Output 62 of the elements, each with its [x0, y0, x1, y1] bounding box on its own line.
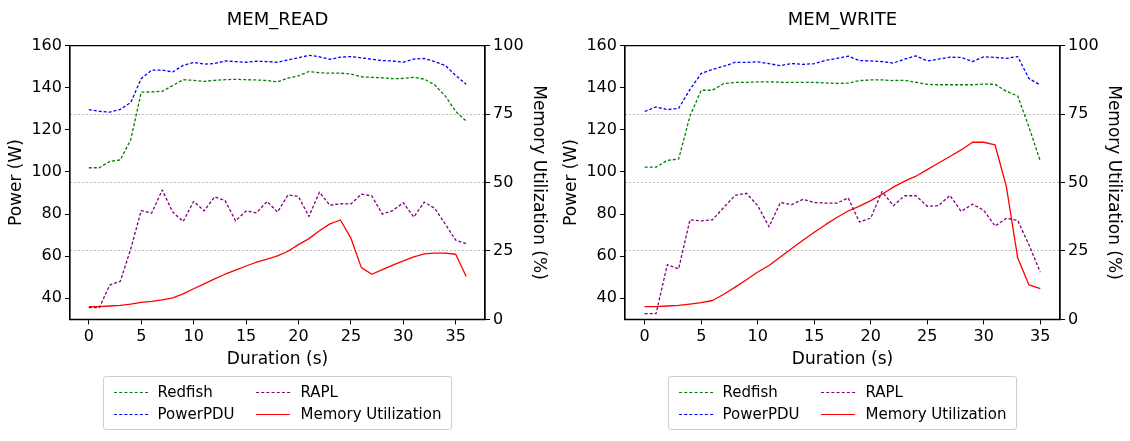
x-tick-label: 0	[83, 326, 94, 346]
y-tick-label: 80	[596, 203, 617, 223]
y-tick-label: 60	[41, 245, 62, 265]
x-tick-label: 30	[973, 326, 994, 346]
line-series	[644, 190, 1041, 315]
y-tick-label: 120	[586, 119, 617, 138]
x-tick-label: 10	[183, 326, 204, 346]
x-tick-label: 15	[235, 326, 257, 346]
y2-tick-label: 100	[1068, 34, 1099, 54]
legend-label: PowerPDU	[157, 405, 235, 423]
chart-title: MEM_READ	[226, 8, 329, 31]
y2-tick-label: 50	[493, 171, 514, 191]
x-tick-label: 10	[747, 326, 768, 346]
y2-tick-label: 100	[493, 34, 524, 54]
y2-tick-label: 25	[493, 240, 514, 260]
y-tick-label: 140	[31, 76, 62, 96]
line-series	[88, 54, 467, 113]
x-tick-label: 20	[860, 326, 881, 346]
line-series	[644, 79, 1041, 168]
y-tick-label: 100	[31, 161, 62, 181]
line-series	[88, 189, 467, 309]
x-tick-label: 25	[917, 326, 938, 346]
y2-tick-label: 50	[1068, 171, 1089, 191]
y-axis-title: Power (W)	[559, 139, 580, 226]
y2-tick-label: 0	[493, 308, 504, 328]
y-tick-label: 160	[586, 34, 617, 54]
line-series	[88, 70, 467, 169]
y-axis-title: Power (W)	[4, 139, 25, 226]
x-tick-label: 5	[696, 326, 707, 346]
legend-label: RAPL	[865, 383, 903, 401]
y2-axis-title: Memory Utilization (%)	[1105, 85, 1126, 280]
x-tick-label: 25	[340, 326, 362, 346]
y-tick-label: 40	[41, 287, 62, 307]
x-tick-label: 0	[639, 326, 650, 346]
legend-label: Memory Utilization	[300, 405, 442, 423]
y2-tick-label: 75	[1068, 103, 1089, 123]
y-tick-label: 80	[41, 203, 62, 223]
legend-label: RAPL	[300, 383, 338, 401]
x-tick-label: 20	[288, 326, 309, 346]
y2-tick-label: 0	[1068, 308, 1079, 328]
x-axis-title: Duration (s)	[791, 348, 894, 369]
x-tick-label: 15	[804, 326, 825, 346]
x-tick-label: 30	[393, 326, 414, 346]
y2-axis-title: Memory Utilization (%)	[530, 85, 551, 280]
y2-tick-label: 25	[1068, 240, 1089, 260]
y-tick-label: 100	[586, 161, 617, 181]
line-series	[644, 55, 1041, 113]
y-tick-label: 160	[31, 34, 62, 54]
x-axis-title: Duration (s)	[226, 348, 329, 369]
y-tick-label: 40	[596, 287, 617, 307]
legend-label: Redfish	[157, 383, 213, 401]
chart-title: MEM_WRITE	[787, 8, 898, 31]
y-tick-label: 120	[31, 119, 62, 138]
y-tick-label: 140	[586, 76, 617, 96]
legend-label: Redfish	[722, 383, 778, 401]
y2-tick-label: 75	[493, 103, 514, 123]
legend-label: PowerPDU	[722, 405, 800, 423]
x-tick-label: 35	[445, 326, 466, 346]
x-tick-label: 5	[136, 326, 147, 346]
y-tick-label: 60	[596, 245, 617, 265]
legend-label: Memory Utilization	[865, 405, 1007, 423]
x-tick-label: 35	[1030, 326, 1051, 346]
